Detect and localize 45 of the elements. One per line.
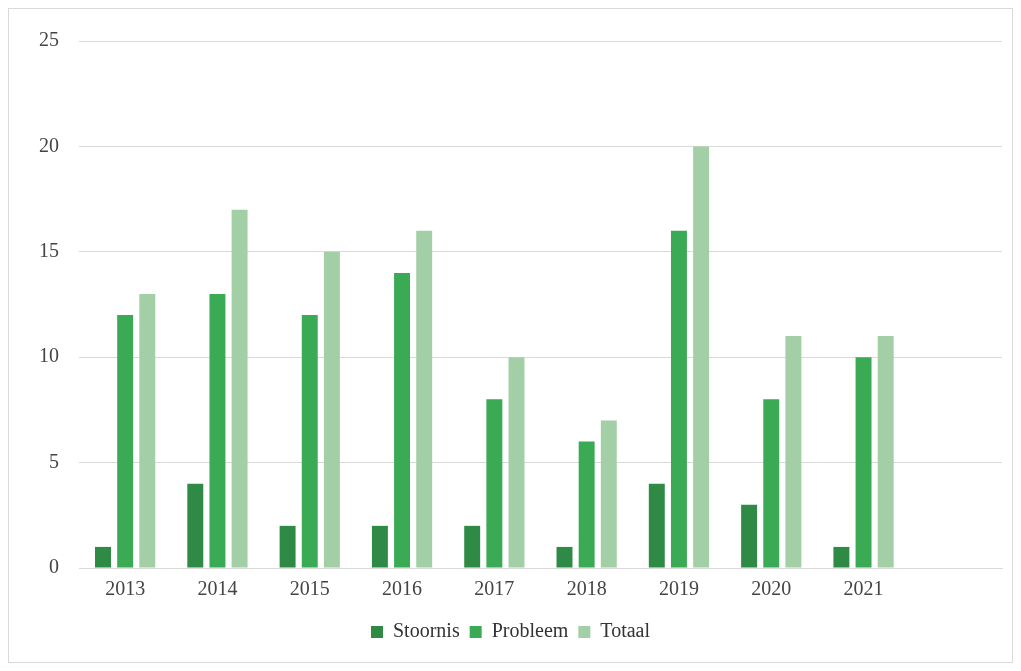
x-tick-label: 2019: [658, 577, 699, 600]
x-tick-label: 2021: [843, 577, 884, 600]
bar: [323, 251, 340, 568]
x-tick-label: 2014: [197, 577, 238, 600]
bar: [139, 293, 156, 568]
y-tick-label: 5: [49, 449, 59, 472]
bar: [117, 315, 134, 568]
bar: [877, 336, 894, 568]
x-tick-label: 2020: [751, 577, 792, 600]
bar: [231, 209, 248, 568]
bar: [556, 546, 573, 568]
bar: [95, 546, 111, 568]
bar: [578, 441, 595, 568]
bar: [508, 357, 525, 568]
bar: [486, 399, 503, 568]
bar: [785, 336, 802, 568]
x-tick-label: 2017: [474, 577, 515, 600]
bar: [279, 525, 296, 568]
bar: [670, 230, 687, 568]
bar: [394, 272, 411, 568]
bar: [600, 420, 617, 568]
bar: [693, 146, 710, 568]
bar: [833, 546, 850, 568]
bar: [301, 315, 318, 568]
bar: [741, 504, 758, 568]
y-tick-label: 10: [39, 344, 59, 367]
x-tick-label: 2016: [382, 577, 423, 600]
bar: [855, 357, 872, 568]
x-tick-label: 2015: [289, 577, 330, 600]
legend-label: Probleem: [491, 619, 569, 642]
y-tick-label: 15: [39, 239, 59, 262]
legend-label: Stoornis: [392, 619, 460, 642]
bar: [371, 525, 388, 568]
bar: [209, 293, 226, 568]
y-tick-label: 20: [39, 133, 59, 156]
y-tick-label: 0: [49, 555, 59, 578]
y-tick-label: 25: [39, 28, 59, 51]
bar: [648, 483, 665, 568]
bar: [416, 230, 433, 568]
legend-label: Totaal: [600, 619, 651, 642]
bar: [763, 399, 780, 568]
x-tick-label: 2018: [566, 577, 607, 600]
bar: [187, 483, 204, 568]
bar: [464, 525, 481, 568]
x-tick-label: 2013: [105, 577, 146, 600]
